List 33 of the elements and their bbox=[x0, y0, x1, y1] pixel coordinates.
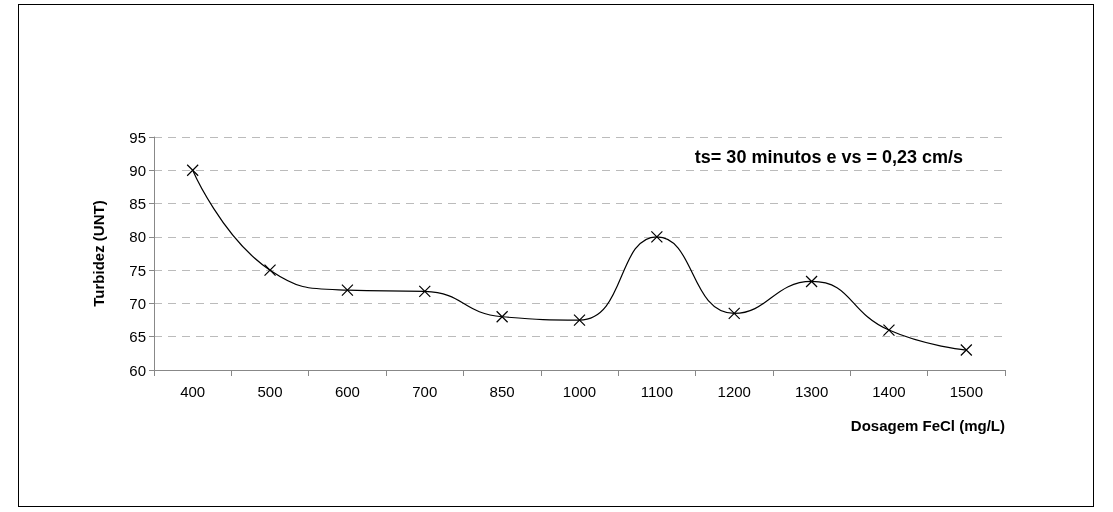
y-tick-label: 95 bbox=[129, 128, 146, 146]
x-tick-label: 500 bbox=[257, 383, 283, 400]
x-tick-label: 1500 bbox=[949, 383, 984, 400]
x-axis-title: Dosagem FeCl (mg/L) bbox=[850, 417, 1005, 434]
y-tick-label: 90 bbox=[129, 161, 146, 179]
point bbox=[341, 284, 354, 297]
annotation: ts= 30 minutos e vs = 0,23 cm/s bbox=[694, 147, 964, 167]
y-tick-label: 70 bbox=[129, 294, 146, 312]
point bbox=[573, 313, 586, 327]
x-tick-label: 1100 bbox=[640, 383, 673, 400]
x-tick-label: 1300 bbox=[794, 383, 829, 400]
x-tick-label: 600 bbox=[334, 383, 360, 400]
y-tick-label: 65 bbox=[129, 328, 146, 346]
x-tick-label: 1200 bbox=[717, 383, 751, 400]
point bbox=[805, 275, 818, 288]
x-tick-label: 1000 bbox=[562, 383, 597, 400]
y-tick-label: 60 bbox=[129, 361, 146, 379]
point bbox=[418, 285, 431, 298]
x-tick-label: 700 bbox=[412, 383, 438, 400]
point bbox=[496, 310, 509, 323]
y-tick-label: 80 bbox=[129, 228, 146, 246]
y-tick-label: 85 bbox=[129, 195, 146, 213]
point bbox=[882, 323, 896, 337]
point bbox=[960, 343, 973, 357]
x-tick-label: 850 bbox=[489, 383, 515, 400]
y-tick-label: 75 bbox=[129, 261, 146, 279]
x-tick-label: 400 bbox=[180, 383, 206, 400]
point bbox=[263, 264, 277, 277]
point bbox=[186, 164, 199, 177]
y-axis-title: Turbidez (UNT) bbox=[90, 200, 107, 307]
point bbox=[650, 230, 663, 243]
point bbox=[728, 307, 741, 320]
x-tick-label: 1400 bbox=[872, 383, 906, 400]
